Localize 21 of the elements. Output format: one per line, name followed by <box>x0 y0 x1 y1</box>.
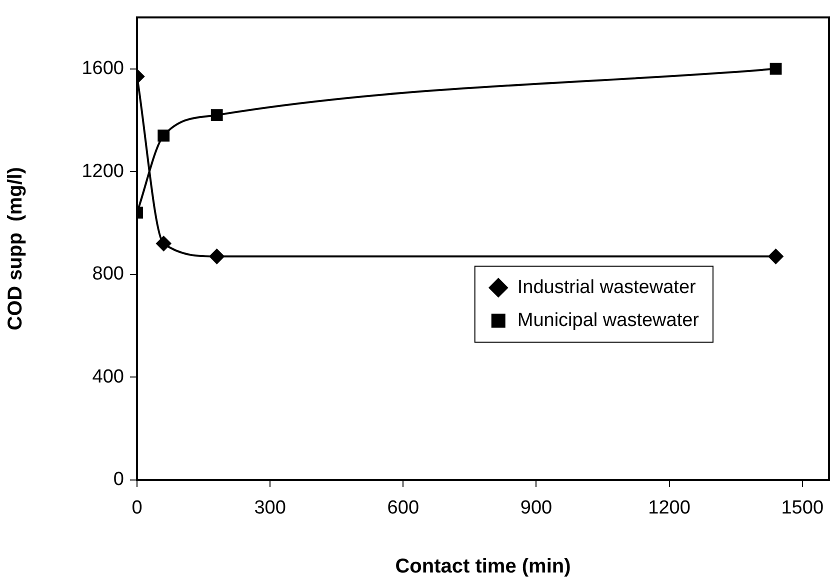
x-tick-label: 1500 <box>781 498 824 519</box>
x-tick-label: 0 <box>132 498 142 519</box>
legend-label: Industrial wastewater <box>517 276 697 298</box>
y-tick-label: 400 <box>92 366 124 388</box>
y-tick-label: 0 <box>113 469 124 490</box>
x-tick-label: 300 <box>254 498 286 519</box>
x-tick-label: 1200 <box>648 498 690 519</box>
y-axis-title: COD supp (mg/l) <box>4 167 27 330</box>
point <box>210 109 223 122</box>
y-tick-label: 1600 <box>82 58 124 80</box>
point <box>768 248 784 264</box>
x-axis-title: Contact time (min) <box>395 556 571 578</box>
point <box>770 62 782 75</box>
legend-label: Municipal wastewater <box>517 310 700 331</box>
point <box>156 236 172 252</box>
point <box>209 248 224 264</box>
y-tick-label: 800 <box>92 264 124 285</box>
x-tick-label: 900 <box>520 498 552 519</box>
y-tick-label: 1200 <box>82 160 124 182</box>
x-tick-label: 600 <box>387 498 420 519</box>
point <box>158 130 170 142</box>
